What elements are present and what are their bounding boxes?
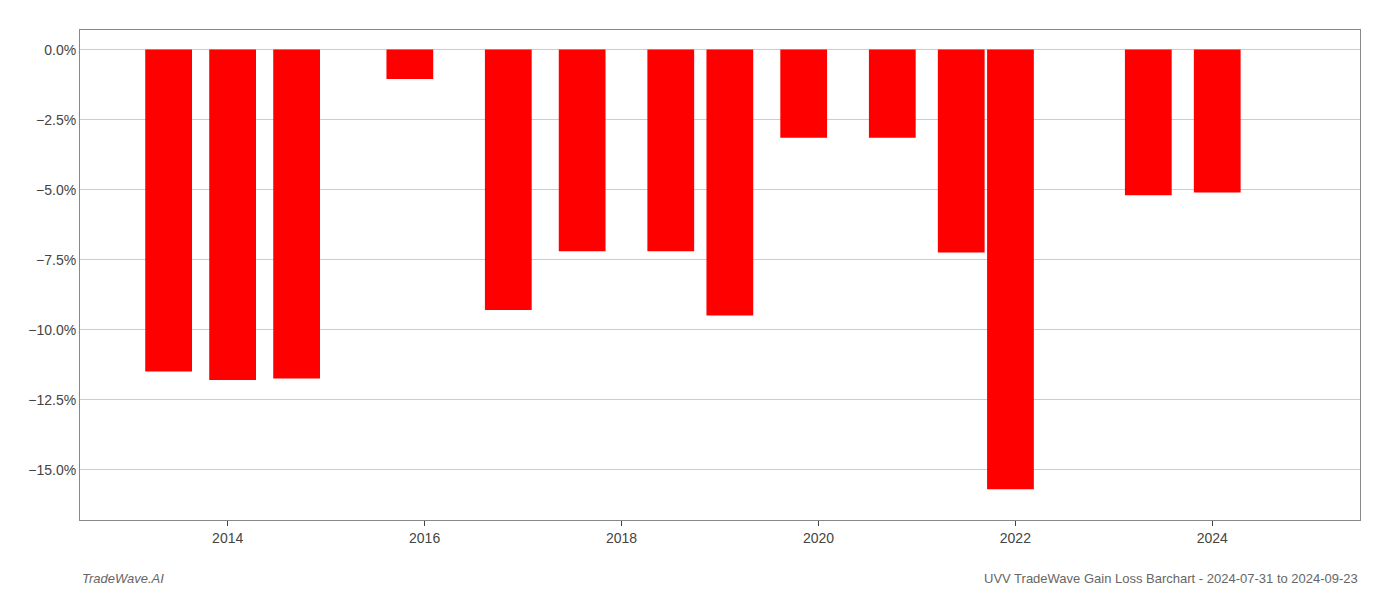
svg-text:UVV TradeWave Gain Loss Barcha: UVV TradeWave Gain Loss Barchart - 2024-… <box>984 571 1358 586</box>
svg-text:2018: 2018 <box>606 530 637 546</box>
svg-text:−2.5%: −2.5% <box>36 112 76 128</box>
svg-text:−5.0%: −5.0% <box>36 182 76 198</box>
svg-text:2022: 2022 <box>1000 530 1031 546</box>
svg-text:2016: 2016 <box>409 530 440 546</box>
svg-text:−7.5%: −7.5% <box>36 252 76 268</box>
svg-text:2024: 2024 <box>1197 530 1228 546</box>
svg-text:−10.0%: −10.0% <box>28 322 76 338</box>
svg-text:−12.5%: −12.5% <box>28 392 76 408</box>
svg-text:2020: 2020 <box>803 530 834 546</box>
svg-text:−15.0%: −15.0% <box>28 462 76 478</box>
svg-text:2014: 2014 <box>212 530 243 546</box>
svg-text:0.0%: 0.0% <box>44 42 76 58</box>
svg-text:TradeWave.AI: TradeWave.AI <box>82 571 164 586</box>
